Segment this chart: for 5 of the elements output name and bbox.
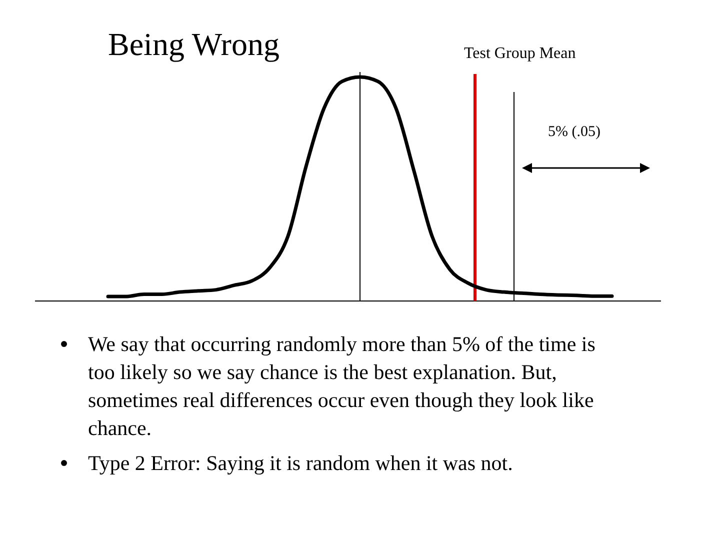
- annotation: 5% (.05): [548, 124, 600, 140]
- text: Test Group Mean: [464, 45, 576, 62]
- text: Type 2 Error: Saying it is random when it was not.: [88, 451, 513, 475]
- chart-title: Being Wrong: [108, 26, 280, 62]
- text: We say that occurring randomly more than 5% of the time is too likely so we say chance is the best explanation. But, sometimes real differences occur even though they look like chance.: [88, 332, 596, 440]
